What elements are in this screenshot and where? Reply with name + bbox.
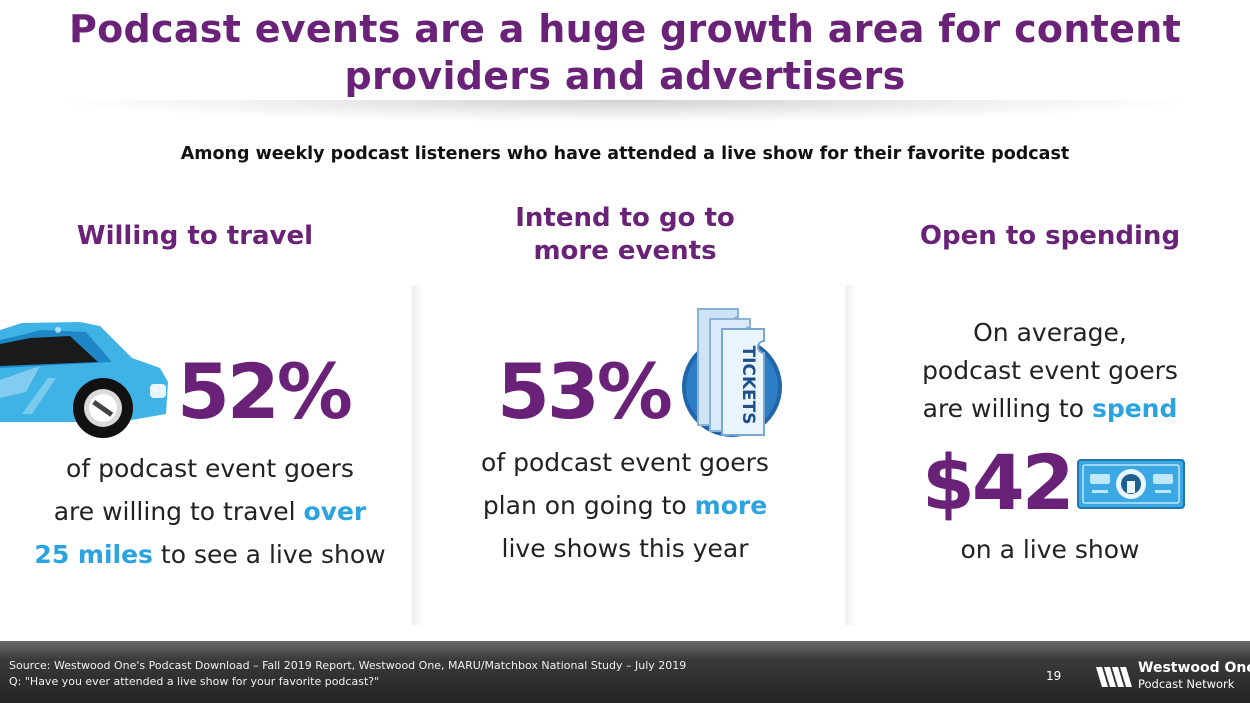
events-line-1: of podcast event goers <box>481 448 769 477</box>
column-divider-left <box>412 285 424 625</box>
column-divider-right <box>845 285 857 625</box>
title-line-1: Podcast events are a huge growth area fo… <box>68 7 1182 51</box>
travel-line-3: to see a live show <box>152 540 386 569</box>
events-line-3: live shows this year <box>501 534 749 563</box>
events-highlight-more: more <box>694 491 768 520</box>
car-icon <box>0 322 168 438</box>
spending-line-4: on a live show <box>960 535 1140 564</box>
title-shadow <box>60 100 1190 122</box>
page-title: Podcast events are a huge growth area fo… <box>0 6 1250 100</box>
source-line-2: Q: "Have you ever attended a live show f… <box>9 675 380 688</box>
source-note: Source: Westwood One's Podcast Download … <box>9 658 686 690</box>
heading-events-line-1: Intend to go to <box>515 203 735 233</box>
logo-subtitle: Podcast Network <box>1138 677 1235 691</box>
stat-travel-percent: 52% <box>177 347 353 436</box>
spending-highlight-spend: spend <box>1091 394 1178 423</box>
westwood-one-logo: Westwood One Podcast Network <box>1096 660 1250 693</box>
title-line-2: providers and advertisers <box>344 54 906 98</box>
travel-highlight-over: over <box>303 497 367 526</box>
dollar-bill-icon <box>1077 459 1185 509</box>
heading-willing-to-travel: Willing to travel <box>76 221 314 251</box>
travel-highlight-miles: 25 miles <box>34 540 153 569</box>
heading-events-line-2: more events <box>533 236 717 266</box>
logo-name: Westwood One <box>1138 660 1250 676</box>
spending-line-1: On average, <box>973 318 1127 347</box>
spending-description: On average, podcast event goers are will… <box>860 314 1240 428</box>
page-number: 19 <box>1046 669 1062 683</box>
tickets-icon: TICKETS <box>682 308 782 437</box>
heading-intend-more-events: Intend to go to more events <box>460 202 790 268</box>
travel-description: of podcast event goers are willing to tr… <box>10 447 410 576</box>
heading-open-to-spending: Open to spending <box>919 221 1181 251</box>
stat-events-percent: 53% <box>497 347 673 436</box>
stat-spending-amount: $42 <box>922 438 1075 527</box>
footer: Source: Westwood One's Podcast Download … <box>0 641 1250 703</box>
travel-line-1: of podcast event goers <box>66 454 354 483</box>
source-line-1: Source: Westwood One's Podcast Download … <box>9 659 687 672</box>
spending-line-2: podcast event goers <box>922 356 1178 385</box>
events-description: of podcast event goers plan on going to … <box>420 441 830 570</box>
spending-line-3: are willing to <box>922 394 1092 423</box>
events-line-2: plan on going to <box>482 491 695 520</box>
travel-line-2: are willing to travel <box>53 497 304 526</box>
subtitle: Among weekly podcast listeners who have … <box>180 144 1070 164</box>
tickets-label: TICKETS <box>738 345 758 424</box>
westwood-logo-icon <box>1096 667 1132 687</box>
